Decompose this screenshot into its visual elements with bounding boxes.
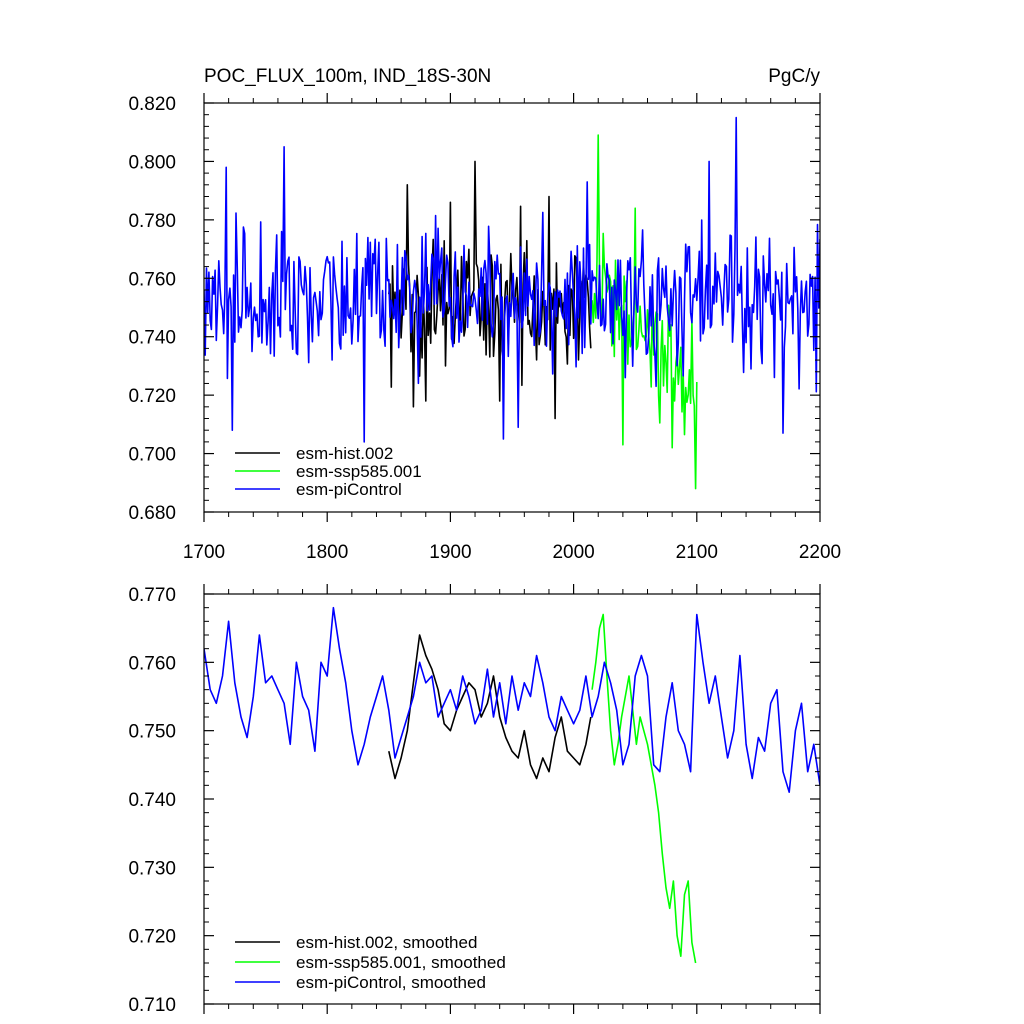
legend-label: esm-piControl [296, 480, 402, 499]
x-tick-label: 1900 [429, 542, 471, 563]
x-tick-label: 1800 [306, 542, 348, 563]
x-tick-label: 2000 [552, 542, 594, 563]
units-label: PgC/y [768, 66, 820, 87]
y-tick-label: 0.780 [128, 211, 176, 232]
y-tick-label: 0.700 [128, 445, 176, 466]
legend-label: esm-piControl, smoothed [296, 973, 486, 992]
series-line-esm-ssp585-001 [591, 134, 698, 490]
plot-frame [203, 102, 821, 513]
series-line-esm-picontrol-smoothed [204, 606, 820, 793]
x-tick-label: 2200 [799, 542, 841, 563]
legend-label: esm-ssp585.001, smoothed [296, 953, 506, 972]
y-tick-label: 0.820 [128, 94, 176, 115]
y-tick-label: 0.730 [128, 858, 176, 879]
series-line-esm-ssp585-001-smoothed [591, 613, 697, 964]
legend-label: esm-hist.002, smoothed [296, 933, 477, 952]
y-tick-label: 0.800 [128, 152, 176, 173]
y-tick-label: 0.720 [128, 386, 176, 407]
legend-label: esm-hist.002 [296, 444, 393, 463]
y-tick-label: 0.760 [128, 269, 176, 290]
y-tick-label: 0.680 [128, 503, 176, 524]
y-tick-label: 0.760 [128, 653, 176, 674]
plot-title: POC_FLUX_100m, IND_18S-30N [204, 66, 491, 87]
series-line-esm-picontrol [204, 116, 820, 443]
x-tick-label: 1700 [183, 542, 225, 563]
x-tick-label: 2100 [676, 542, 718, 563]
raw-flux-panel: 0.680 0.700 0.720 0.740 0.760 0.780 0.800 0.820… [128, 93, 841, 563]
legend-label: esm-ssp585.001 [296, 462, 422, 481]
y-tick-label: 0.770 [128, 585, 176, 606]
y-tick-label: 0.740 [128, 790, 176, 811]
smoothed-flux-panel: 0.710 0.720 0.730 0.740 0.750 0.760 0.770 esm-h… [128, 584, 821, 1016]
y-tick-label: 0.720 [128, 927, 176, 948]
y-tick-label: 0.750 [128, 722, 176, 743]
y-tick-label: 0.710 [128, 995, 176, 1016]
y-tick-label: 0.740 [128, 328, 176, 349]
